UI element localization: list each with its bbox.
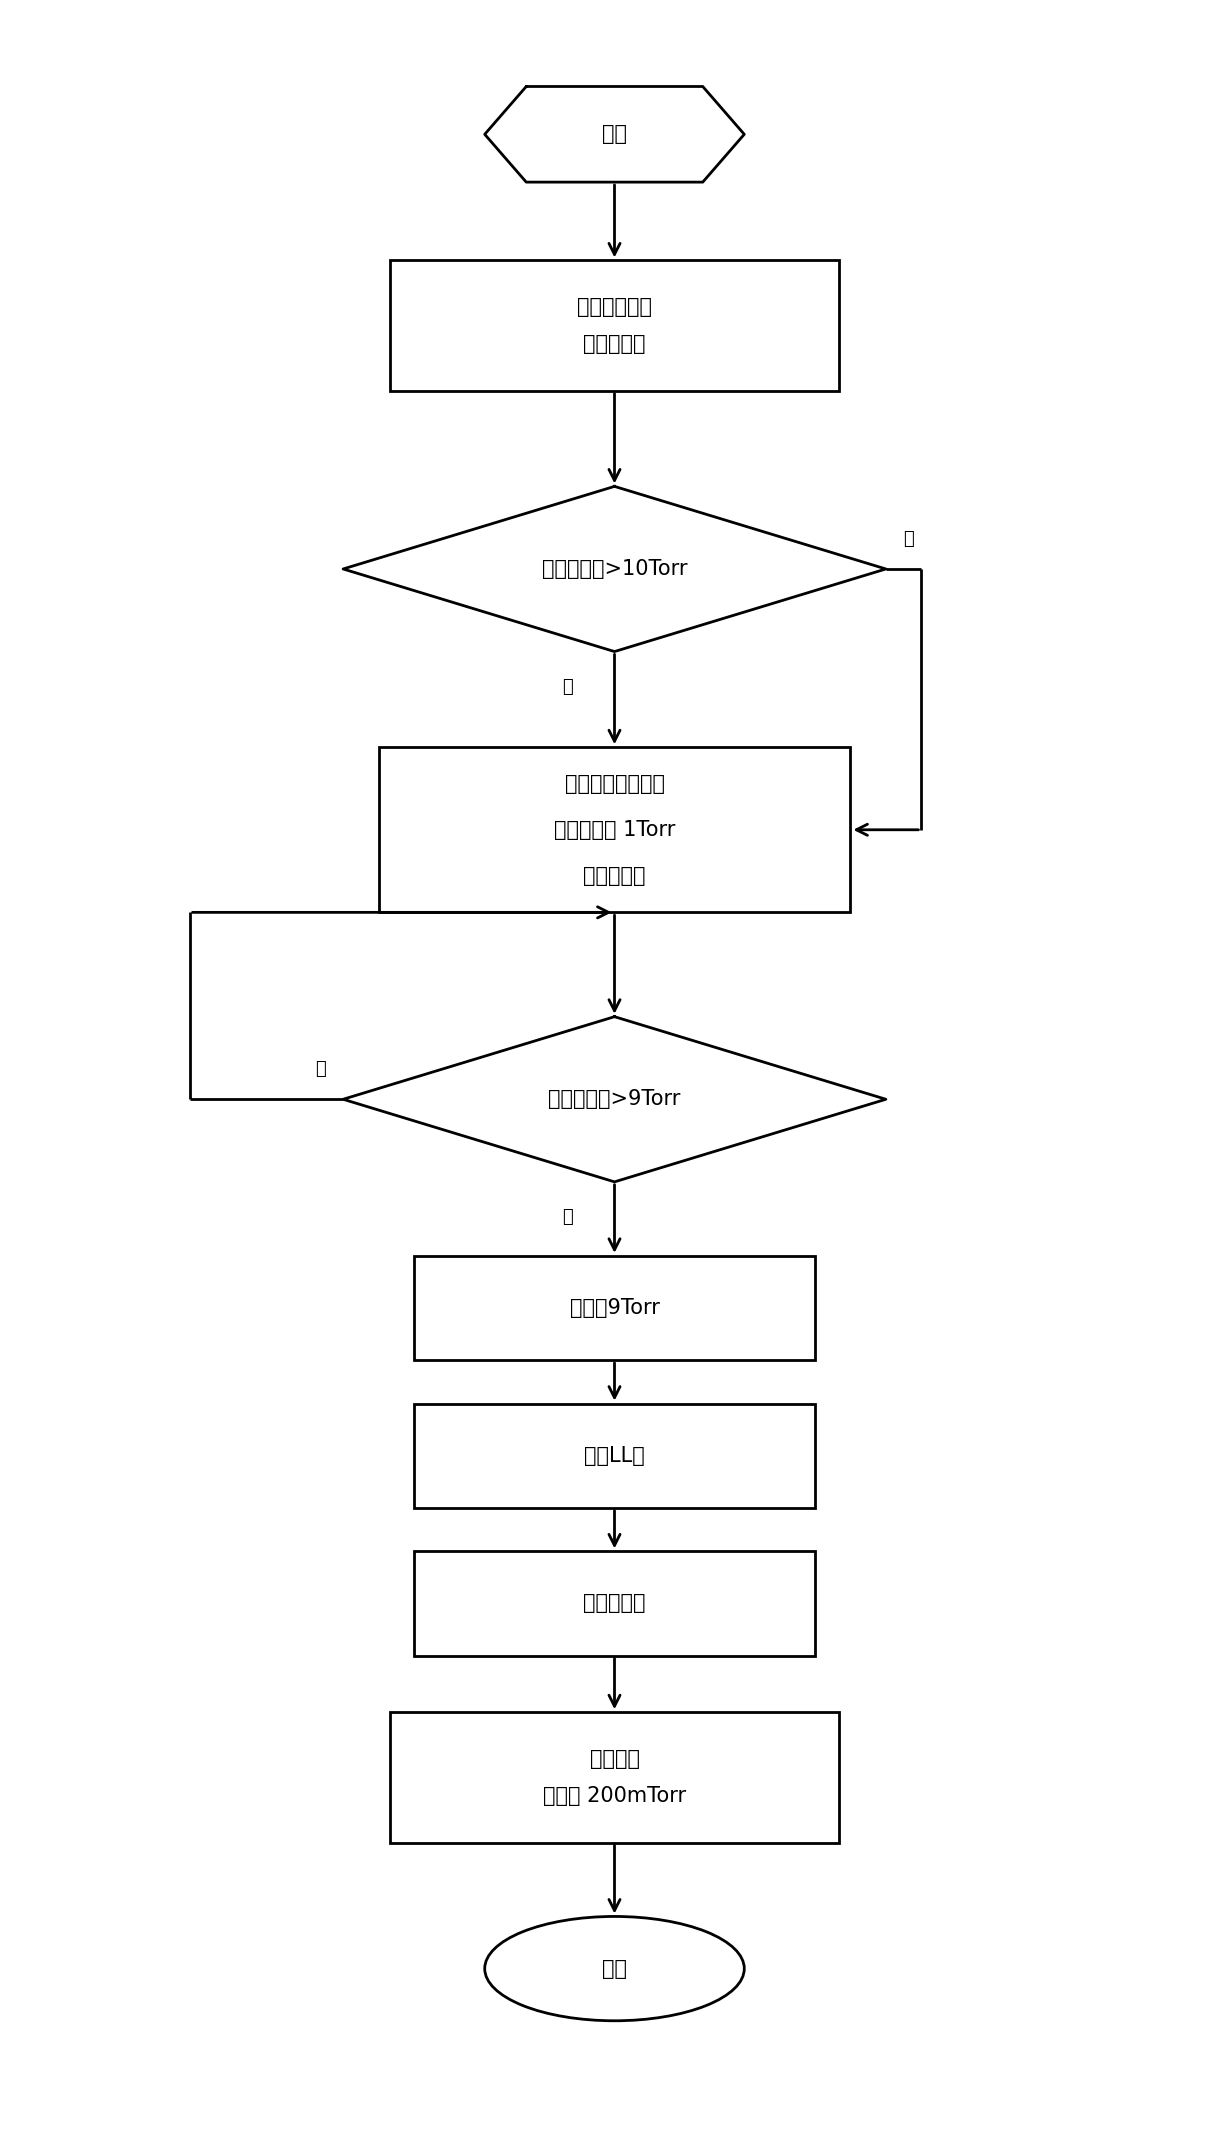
Text: 定位机械手: 定位机械手 xyxy=(584,1592,645,1614)
Text: 否: 否 xyxy=(903,530,914,547)
Bar xyxy=(391,260,838,392)
Text: 打开传片门: 打开传片门 xyxy=(584,867,645,886)
Text: 关闭LL门: 关闭LL门 xyxy=(584,1446,645,1465)
Text: 传片腔压力>9Torr: 传片腔压力>9Torr xyxy=(548,1090,681,1109)
Text: 关闭所有阀门: 关闭所有阀门 xyxy=(576,298,653,317)
Text: 是: 是 xyxy=(562,677,573,696)
Bar xyxy=(414,1552,815,1656)
Bar xyxy=(414,1403,815,1507)
Text: 抽真空 200mTorr: 抽真空 200mTorr xyxy=(543,1786,686,1805)
Text: 开始: 开始 xyxy=(602,123,627,145)
Ellipse shape xyxy=(484,1916,745,2020)
Text: 是: 是 xyxy=(562,1207,573,1226)
Bar xyxy=(391,1712,838,1842)
Text: 反应腔压力>10Torr: 反应腔压力>10Torr xyxy=(542,560,687,579)
Text: 复位机械手: 复位机械手 xyxy=(584,334,645,353)
Text: 净化腔体: 净化腔体 xyxy=(590,1750,639,1769)
Text: 抽真空9Torr: 抽真空9Torr xyxy=(569,1299,660,1318)
Bar xyxy=(414,1256,815,1360)
Text: 结束: 结束 xyxy=(602,1959,627,1978)
Text: 抽真空使两个腔体: 抽真空使两个腔体 xyxy=(564,773,665,794)
Bar xyxy=(379,747,850,913)
Text: 压力差小于 1Torr: 压力差小于 1Torr xyxy=(554,820,675,839)
Text: 否: 否 xyxy=(315,1060,326,1079)
